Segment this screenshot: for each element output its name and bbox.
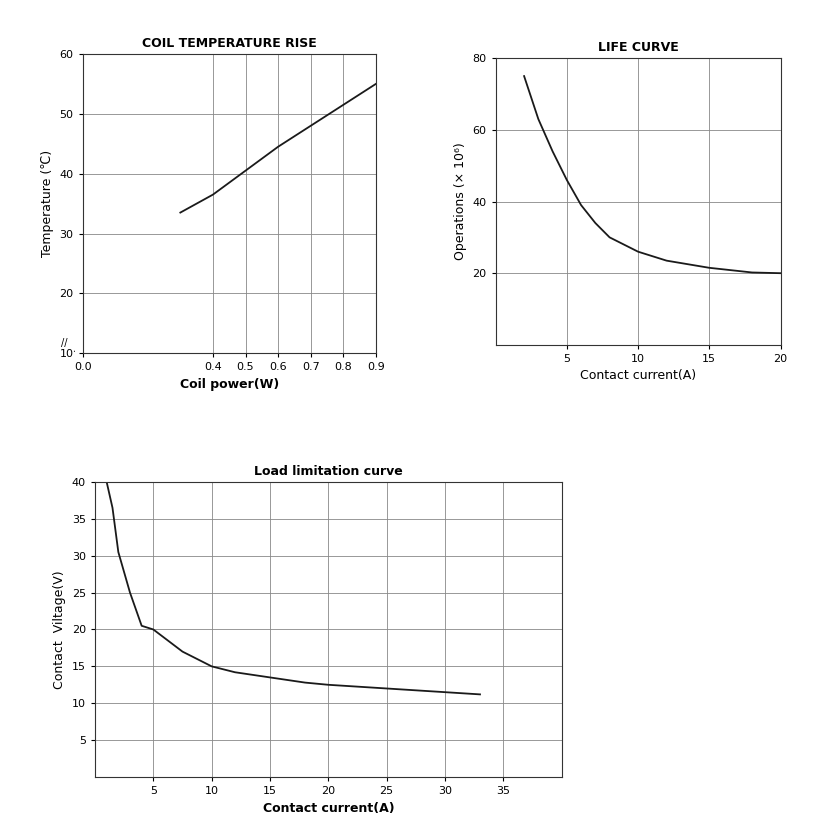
Title: COIL TEMPERATURE RISE: COIL TEMPERATURE RISE: [142, 37, 316, 50]
Title: Load limitation curve: Load limitation curve: [254, 465, 403, 478]
Y-axis label: Operations (× 10⁶): Operations (× 10⁶): [454, 143, 467, 260]
Text: //: //: [61, 338, 68, 348]
Y-axis label: Temperature (℃): Temperature (℃): [41, 150, 54, 257]
Y-axis label: Contact  Viltage(V): Contact Viltage(V): [54, 570, 66, 689]
X-axis label: Coil power(W): Coil power(W): [179, 378, 279, 391]
X-axis label: Contact current(A): Contact current(A): [580, 370, 696, 382]
X-axis label: Contact current(A): Contact current(A): [263, 802, 394, 814]
Title: LIFE CURVE: LIFE CURVE: [598, 42, 678, 54]
